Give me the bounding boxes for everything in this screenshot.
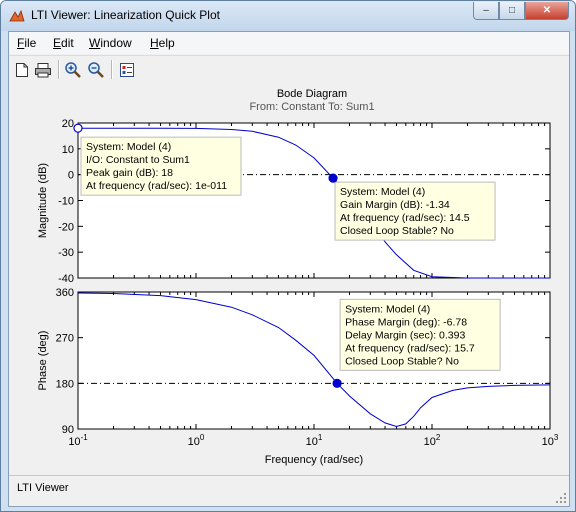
x-axis-label: Frequency (rad/sec) <box>265 454 363 466</box>
zoom-in-icon <box>65 61 81 78</box>
magnitude-datatip-text: At frequency (rad/sec): 1e-011 <box>86 180 227 192</box>
phase-datatip-text: At frequency (rad/sec): 15.7 <box>345 342 475 354</box>
phase-y-tick-label: 90 <box>62 424 74 436</box>
magnitude-y-tick-label: -10 <box>58 196 74 208</box>
menu-edit[interactable]: Edit <box>53 36 74 50</box>
chart-title: Bode Diagram <box>277 88 347 100</box>
magnitude-datatip-text: Gain Margin (dB): -1.34 <box>340 199 450 211</box>
zoom-in-button[interactable] <box>63 60 83 79</box>
phase-datatip-text: Phase Margin (deg): -6.78 <box>345 316 467 328</box>
magnitude-datatip-text: System: Model (4) <box>340 186 425 198</box>
magnitude-datatip-box <box>334 181 496 241</box>
zoom-out-button[interactable] <box>86 60 106 79</box>
magnitude-y-tick-label: -40 <box>58 273 74 285</box>
plot-config-icon <box>120 62 134 77</box>
resize-grip-icon[interactable] <box>555 492 567 504</box>
x-tick-label: 103 <box>542 433 559 448</box>
phase-y-tick-label: 360 <box>56 287 74 299</box>
status-text: LTI Viewer <box>17 482 69 494</box>
x-tick-label: 100 <box>188 433 205 448</box>
plot-area: Bode Diagram From: Constant To: Sum1 20 10 0… <box>9 83 569 468</box>
menu-bar: File Edit Window Help <box>9 32 569 54</box>
phase-datatip-text: Closed Loop Stable? No <box>345 355 459 367</box>
minimize-button[interactable]: – <box>473 2 499 20</box>
close-button[interactable]: ✕ <box>525 2 569 20</box>
window-title: LTI Viewer: Linearization Quick Plot <box>31 8 220 22</box>
menu-file[interactable]: File <box>17 36 37 50</box>
magnitude-ylabel: Magnitude (dB) <box>37 163 49 238</box>
toolbar-separator <box>58 60 60 79</box>
toolbar <box>9 55 569 84</box>
print-button[interactable] <box>33 60 53 79</box>
magnitude-datatip-text: I/O: Constant to Sum1 <box>86 154 190 166</box>
phase-datatip-marker <box>332 378 342 388</box>
magnitude-datatip-marker <box>328 173 338 183</box>
magnitude-y-tick-label: -30 <box>58 247 74 259</box>
magnitude-y-tick-label: -20 <box>58 221 74 233</box>
x-tick-label: 10-1 <box>68 433 88 448</box>
phase-y-tick-label: 270 <box>56 333 74 345</box>
magnitude-datatip-text: At frequency (rad/sec): 14.5 <box>340 212 470 224</box>
magnitude-datatip-marker <box>73 123 83 133</box>
new-file-button[interactable] <box>12 60 32 79</box>
magnitude-datatip-text: System: Model (4) <box>86 141 171 153</box>
magnitude-y-tick-label: 20 <box>62 118 74 130</box>
magnitude-y-tick-label: 10 <box>62 144 74 156</box>
chart-subtitle: From: Constant To: Sum1 <box>249 101 374 113</box>
magnitude-y-tick-label: 0 <box>68 170 74 182</box>
menu-window[interactable]: Window <box>89 36 132 50</box>
status-bar: LTI Viewer <box>9 475 569 506</box>
maximize-button[interactable]: □ <box>499 2 525 20</box>
plot-config-button[interactable] <box>117 60 137 79</box>
toolbar-separator <box>111 60 113 79</box>
print-icon <box>35 62 51 77</box>
phase-datatip-text: Delay Margin (sec): 0.393 <box>345 329 465 341</box>
x-tick-label: 101 <box>306 433 323 448</box>
phase-y-tick-label: 180 <box>56 378 74 390</box>
magnitude-datatip-text: Closed Loop Stable? No <box>340 225 454 237</box>
magnitude-datatip-text: Peak gain (dB): 18 <box>86 167 173 179</box>
x-tick-label: 102 <box>424 433 441 448</box>
phase-ylabel: Phase (deg) <box>37 331 49 391</box>
magnitude-datatip-box <box>80 136 242 196</box>
zoom-out-icon <box>88 61 104 78</box>
client-area: File Edit Window Help <box>8 31 570 507</box>
phase-datatip-text: System: Model (4) <box>345 303 430 315</box>
title-bar[interactable]: LTI Viewer: Linearization Quick Plot – □… <box>1 1 575 31</box>
phase-curve <box>77 292 551 428</box>
matlab-app-icon <box>9 9 25 22</box>
new-file-icon <box>16 62 28 77</box>
phase-datatip-box <box>339 298 501 371</box>
menu-help[interactable]: Help <box>150 36 175 50</box>
